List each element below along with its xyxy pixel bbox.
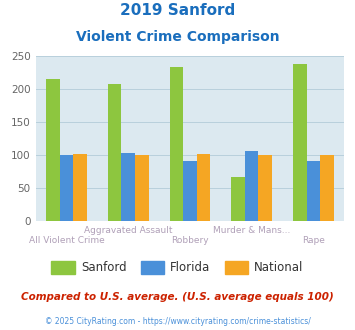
Bar (183, 161, 197, 221)
Text: Aggravated Assault: Aggravated Assault (84, 226, 173, 235)
Bar (245, 151, 258, 221)
Bar (197, 154, 210, 221)
Bar (293, 64, 307, 221)
Legend: Sanford, Florida, National: Sanford, Florida, National (47, 257, 308, 279)
Bar (320, 155, 334, 221)
Text: Violent Crime Comparison: Violent Crime Comparison (76, 30, 279, 44)
Bar (121, 153, 135, 221)
Bar (46, 79, 60, 221)
Bar (108, 84, 121, 221)
Bar (258, 155, 272, 221)
Text: 2019 Sanford: 2019 Sanford (120, 3, 235, 18)
Bar (170, 67, 183, 221)
Bar (135, 155, 148, 221)
Bar (231, 177, 245, 221)
Text: © 2025 CityRating.com - https://www.cityrating.com/crime-statistics/: © 2025 CityRating.com - https://www.city… (45, 317, 310, 326)
Text: Murder & Mans...: Murder & Mans... (213, 226, 290, 235)
Text: Robbery: Robbery (171, 236, 209, 245)
Text: Compared to U.S. average. (U.S. average equals 100): Compared to U.S. average. (U.S. average … (21, 292, 334, 302)
Bar (60, 155, 73, 221)
Text: All Violent Crime: All Violent Crime (28, 236, 104, 245)
Bar (307, 161, 320, 221)
Bar (73, 154, 87, 221)
Text: Rape: Rape (302, 236, 325, 245)
